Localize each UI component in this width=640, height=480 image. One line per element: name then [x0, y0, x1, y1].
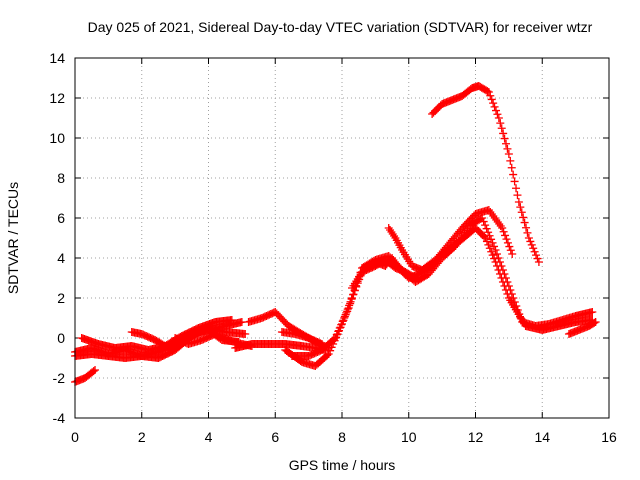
y-tick-label: -2 — [53, 370, 66, 386]
series-arc-late — [564, 318, 600, 338]
y-tick-label: 4 — [57, 250, 65, 266]
axis-ticks: 0 2 4 6 8 10 12 14 16 -4 -2 0 2 4 6 8 10 12 14 — [49, 50, 617, 445]
x-tick-label: 14 — [534, 429, 550, 445]
x-tick-label: 10 — [401, 429, 417, 445]
y-tick-label: 8 — [57, 170, 65, 186]
y-tick-label: 2 — [57, 290, 65, 306]
point-markers — [277, 328, 326, 348]
point-markers — [384, 206, 517, 274]
point-markers — [287, 214, 597, 360]
data-points — [71, 82, 600, 386]
chart-title: Day 025 of 2021, Sidereal Day-to-day VTE… — [88, 19, 593, 35]
x-tick-label: 0 — [71, 429, 79, 445]
series-arc-high — [428, 82, 543, 266]
y-axis-label: SDTVAR / TECUs — [5, 182, 21, 294]
point-markers — [564, 318, 600, 338]
y-tick-label: 6 — [57, 210, 65, 226]
x-tick-label: 16 — [601, 429, 617, 445]
x-axis-label: GPS time / hours — [289, 457, 396, 473]
y-tick-label: 10 — [49, 130, 65, 146]
y-tick-label: 0 — [57, 330, 65, 346]
point-markers — [231, 340, 330, 354]
series-arc-storm-d — [384, 206, 517, 274]
series-arc-midday-2 — [231, 340, 330, 354]
x-tick-label: 8 — [338, 429, 346, 445]
series-arc-storm-b — [287, 214, 597, 360]
point-markers — [348, 256, 420, 292]
plot-frame — [74, 57, 610, 419]
y-tick-label: -4 — [53, 410, 66, 426]
series-arc-midday-3 — [277, 328, 326, 348]
x-tick-label: 6 — [271, 429, 279, 445]
y-tick-label: 12 — [49, 90, 65, 106]
x-tick-label: 4 — [205, 429, 213, 445]
y-tick-label: 14 — [49, 50, 65, 66]
series-arc-storm-c — [348, 256, 420, 292]
point-markers — [428, 82, 543, 266]
x-tick-label: 2 — [138, 429, 146, 445]
x-tick-label: 12 — [468, 429, 484, 445]
